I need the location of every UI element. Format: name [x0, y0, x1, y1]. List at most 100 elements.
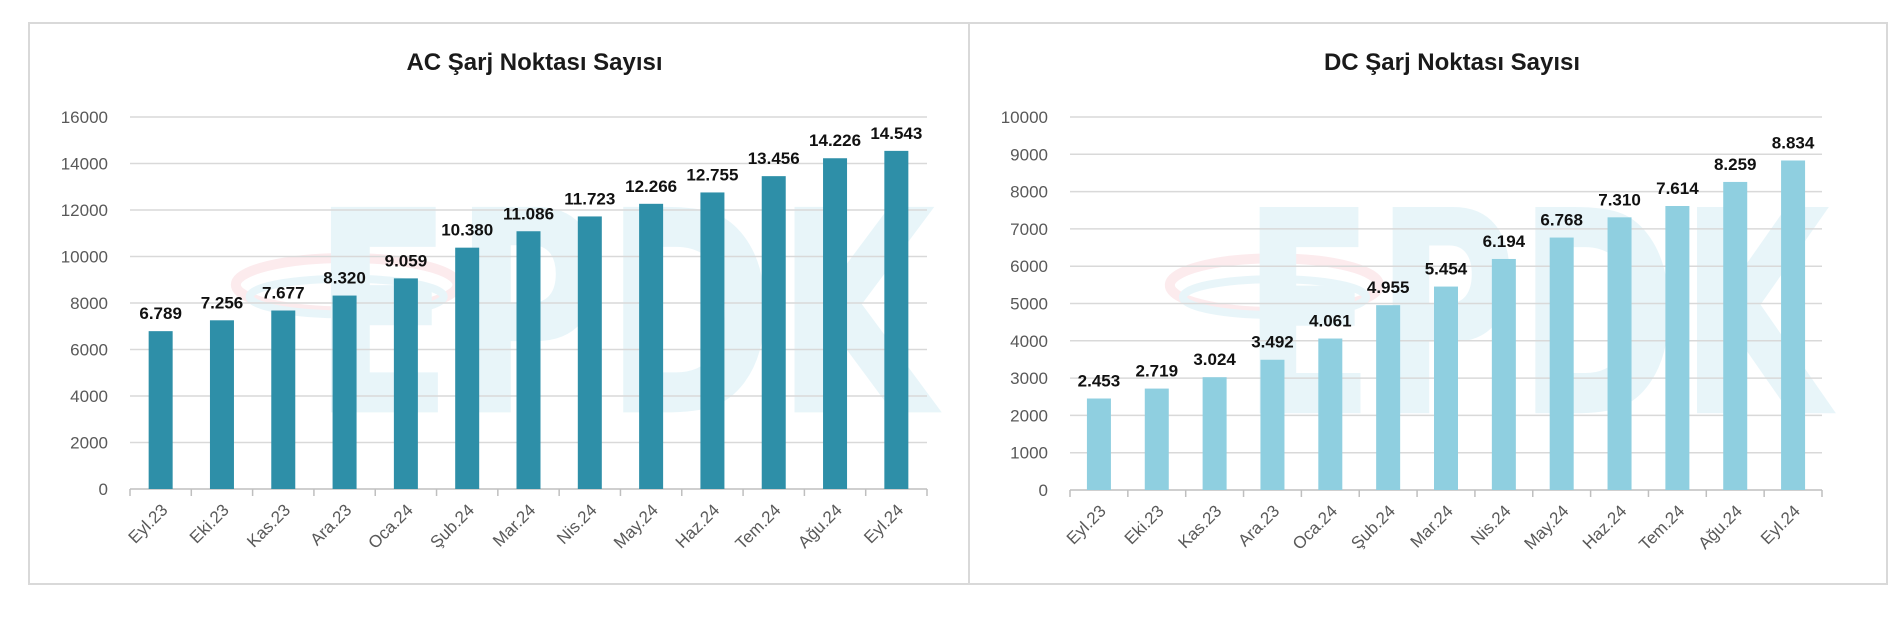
x-tick-label: Haz.24 — [672, 500, 724, 552]
x-tick-label: May.24 — [610, 500, 662, 552]
y-tick-label: 1000 — [1010, 444, 1048, 463]
chart-title: AC Şarj Noktası Sayısı — [406, 49, 662, 76]
y-tick-label: 14000 — [61, 155, 108, 174]
data-label: 8.259 — [1714, 155, 1757, 174]
x-tick-label: Haz.24 — [1579, 501, 1631, 553]
y-tick-label: 8000 — [70, 294, 108, 313]
y-tick-label: 4000 — [70, 387, 108, 406]
y-tick-label: 16000 — [61, 108, 108, 127]
y-tick-label: 7000 — [1010, 220, 1048, 239]
y-tick-label: 10000 — [1001, 108, 1048, 127]
data-label: 3.024 — [1193, 350, 1236, 369]
data-label: 8.320 — [323, 269, 366, 288]
x-tick-label: Eki.23 — [1121, 501, 1168, 548]
x-tick-label: Mar.24 — [1407, 501, 1457, 551]
bar-May.24 — [639, 203, 664, 490]
data-label: 12.755 — [686, 165, 738, 184]
y-tick-label: 8000 — [1010, 183, 1048, 202]
dc-chart-panel: EPDK DC Şarj Noktası Sayısı 0 1000 2000 3000 4… — [968, 22, 1888, 585]
data-label: 6.789 — [139, 304, 182, 323]
bar-Mar.24 — [516, 231, 541, 490]
data-label: 5.454 — [1425, 260, 1468, 279]
x-tick-label: Tem.24 — [1635, 501, 1688, 554]
bar-Eki.23 — [209, 320, 234, 489]
y-tick-label: 0 — [1039, 481, 1048, 500]
x-tick-label: Kas.23 — [243, 500, 294, 551]
bar-Haz.24 — [1607, 217, 1632, 490]
x-tick-label: Nis.24 — [1467, 501, 1515, 549]
y-tick-label: 12000 — [61, 201, 108, 220]
x-tick-label: Kas.23 — [1175, 501, 1226, 552]
x-tick-label: Şub.24 — [426, 500, 478, 552]
data-label: 11.723 — [564, 189, 615, 208]
x-tick-label: May.24 — [1521, 501, 1573, 553]
bar-Eyl.24 — [884, 150, 909, 489]
data-label: 6.194 — [1483, 232, 1526, 251]
bar-Eyl.24 — [1781, 160, 1806, 490]
data-label: 7.677 — [262, 284, 305, 303]
data-label: 7.614 — [1656, 179, 1699, 198]
data-label: 12.266 — [625, 177, 677, 196]
x-tick-label: Ağu.24 — [794, 500, 846, 552]
x-tick-label: Tem.24 — [732, 500, 785, 553]
bar-Kas.23 — [1202, 377, 1227, 490]
bar-Ağu.24 — [1723, 181, 1748, 490]
data-label: 9.059 — [385, 251, 428, 270]
bar-Şub.24 — [1376, 305, 1401, 490]
bar-Nis.24 — [1491, 258, 1516, 490]
y-tick-label: 9000 — [1010, 145, 1048, 164]
bar-Tem.24 — [1665, 205, 1690, 490]
x-tick-label: Eyl.23 — [125, 500, 172, 547]
y-tick-label: 10000 — [61, 248, 108, 267]
bar-Oca.24 — [393, 278, 418, 489]
data-label: 6.768 — [1540, 211, 1583, 230]
data-label: 2.453 — [1078, 372, 1121, 391]
data-label: 13.456 — [748, 149, 800, 168]
y-tick-label: 0 — [99, 480, 108, 499]
x-tick-label: Eki.23 — [186, 500, 233, 547]
watermark-swoosh — [1178, 275, 1370, 319]
bar-Ara.23 — [332, 295, 357, 489]
x-tick-label: Ağu.24 — [1695, 501, 1747, 553]
y-tick-label: 3000 — [1010, 369, 1048, 388]
x-tick-label: Ara.23 — [1234, 501, 1283, 550]
data-label: 11.086 — [503, 204, 554, 223]
x-tick-label: Eyl.24 — [860, 500, 907, 547]
x-tick-label: Oca.24 — [1289, 501, 1341, 553]
x-tick-label: Mar.24 — [489, 500, 539, 550]
bar-Nis.24 — [577, 216, 602, 489]
x-tick-label: Ara.23 — [307, 500, 356, 549]
x-tick-label: Oca.24 — [365, 500, 417, 552]
data-label: 8.834 — [1772, 133, 1815, 152]
data-label: 14.226 — [809, 131, 861, 150]
bar-May.24 — [1549, 237, 1574, 490]
chart-title: DC Şarj Noktası Sayısı — [1324, 49, 1580, 76]
bar-Oca.24 — [1318, 338, 1343, 490]
bar-Eyl.23 — [1086, 398, 1111, 490]
bar-Haz.24 — [700, 192, 725, 490]
y-tick-label: 2000 — [1010, 406, 1048, 425]
bar-Kas.23 — [271, 310, 296, 489]
data-label: 10.380 — [441, 221, 493, 240]
bar-Mar.24 — [1434, 286, 1458, 490]
data-label: 7.310 — [1598, 190, 1641, 209]
x-tick-label: Eyl.24 — [1757, 501, 1804, 548]
y-tick-label: 2000 — [70, 434, 108, 453]
data-label: 14.543 — [870, 124, 922, 143]
y-tick-label: 6000 — [1010, 257, 1048, 276]
data-label: 4.061 — [1309, 312, 1352, 331]
bar-Eki.23 — [1144, 388, 1169, 490]
ac-chart-panel: EPDK AC Şarj Noktası Sayısı 0 2000 4000 6000 8… — [28, 22, 974, 585]
bar-Ağu.24 — [823, 158, 848, 490]
bar-Ara.23 — [1260, 359, 1285, 490]
data-label: 2.719 — [1135, 362, 1178, 381]
x-tick-label: Eyl.23 — [1063, 501, 1110, 548]
x-tick-label: Nis.24 — [553, 500, 601, 548]
bar-Şub.24 — [455, 247, 480, 489]
bar-Tem.24 — [761, 176, 786, 489]
data-label: 3.492 — [1251, 333, 1294, 352]
bar-Eyl.23 — [148, 331, 173, 489]
data-label: 7.256 — [201, 293, 244, 312]
